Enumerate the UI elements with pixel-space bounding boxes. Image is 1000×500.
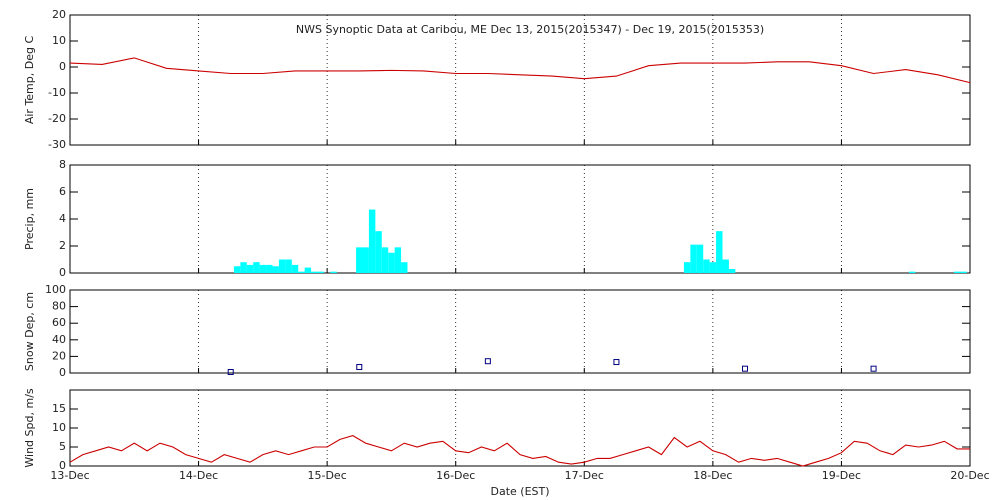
- bar: [266, 264, 273, 273]
- bar: [330, 271, 337, 273]
- y-tick-label: 40: [52, 333, 66, 346]
- y-axis-label: Air Temp, Deg C: [23, 36, 36, 125]
- bar: [381, 247, 389, 273]
- bar: [960, 271, 967, 273]
- point: [356, 364, 363, 371]
- point: [613, 359, 620, 366]
- bar: [317, 271, 324, 273]
- panel-frame: [69, 289, 971, 374]
- bar: [375, 231, 382, 273]
- panel-frame: [69, 164, 971, 274]
- bar: [368, 209, 376, 273]
- bar: [291, 264, 299, 273]
- y-tick-label: 80: [52, 300, 66, 313]
- y-tick-label: 100: [45, 283, 66, 296]
- bar: [683, 262, 691, 273]
- bar: [304, 267, 312, 273]
- bar: [908, 271, 916, 273]
- y-tick-label: 20: [52, 8, 66, 21]
- chart-title: NWS Synoptic Data at Caribou, ME Dec 13,…: [296, 23, 764, 36]
- x-tick-label: 15-Dec: [308, 469, 347, 482]
- y-tick-label: 0: [59, 60, 66, 73]
- panel-frame: [69, 14, 971, 146]
- bar: [285, 259, 292, 273]
- point: [484, 358, 491, 365]
- y-tick-label: 15: [52, 402, 66, 415]
- x-tick-label: 17-Dec: [565, 469, 604, 482]
- y-tick-label: 5: [59, 440, 66, 453]
- bar: [240, 262, 247, 273]
- bar: [709, 262, 717, 273]
- bar: [259, 264, 267, 273]
- x-tick-label: 13-Dec: [50, 469, 89, 482]
- bar: [233, 266, 241, 273]
- y-tick-label: 0: [59, 459, 66, 472]
- y-axis-label: Snow Dep, cm: [23, 292, 36, 371]
- bar: [253, 262, 260, 273]
- y-tick-label: -10: [48, 86, 66, 99]
- bar: [728, 268, 736, 273]
- point: [742, 365, 748, 372]
- bar: [401, 262, 408, 273]
- y-tick-label: 10: [52, 421, 66, 434]
- x-tick-label: 18-Dec: [693, 469, 732, 482]
- y-tick-label: 6: [59, 185, 66, 198]
- bar: [356, 247, 363, 273]
- x-tick-label: 20-Dec: [950, 469, 989, 482]
- bar: [696, 244, 704, 273]
- y-tick-label: 2: [59, 239, 66, 252]
- bar: [298, 271, 305, 273]
- bar: [278, 259, 286, 273]
- bar: [716, 231, 723, 273]
- y-axis-label: Precip, mm: [23, 188, 36, 250]
- y-tick-label: 20: [52, 349, 66, 362]
- y-tick-label: 60: [52, 316, 66, 329]
- y-tick-label: 0: [59, 366, 66, 379]
- y-tick-label: 10: [52, 34, 66, 47]
- x-tick-label: 14-Dec: [179, 469, 218, 482]
- bar: [690, 244, 697, 273]
- bar: [703, 259, 710, 273]
- bar: [388, 252, 395, 273]
- bar: [311, 271, 318, 273]
- bar: [394, 247, 402, 273]
- y-tick-label: 4: [59, 212, 66, 225]
- y-tick-label: -20: [48, 112, 66, 125]
- bar: [722, 259, 729, 273]
- y-tick-label: 8: [59, 158, 66, 171]
- data-line: [69, 435, 970, 467]
- bar: [953, 271, 961, 273]
- x-tick-label: 19-Dec: [822, 469, 861, 482]
- x-axis-label: Date (EST): [490, 485, 549, 498]
- data-line: [69, 57, 971, 84]
- y-axis-label: Wind Spd, m/s: [23, 388, 36, 468]
- x-tick-label: 16-Dec: [436, 469, 475, 482]
- bar: [246, 264, 254, 273]
- y-tick-label: -30: [48, 138, 66, 151]
- y-tick-label: 0: [59, 266, 66, 279]
- bar: [362, 247, 369, 273]
- panel-frame: [69, 389, 971, 467]
- point: [227, 369, 234, 375]
- point: [870, 365, 877, 372]
- bar: [272, 266, 279, 273]
